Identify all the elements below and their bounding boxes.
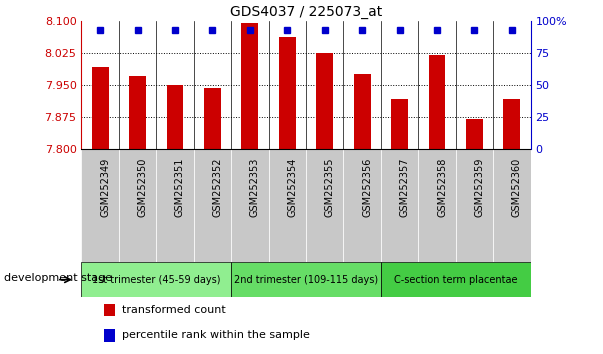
Bar [418, 149, 456, 262]
Bar [493, 149, 531, 262]
Text: 2nd trimester (109-115 days): 2nd trimester (109-115 days) [234, 275, 378, 285]
Text: GSM252359: GSM252359 [475, 158, 484, 217]
Title: GDS4037 / 225073_at: GDS4037 / 225073_at [230, 5, 382, 19]
Bar [354, 74, 371, 149]
Bar [81, 262, 231, 297]
Text: GSM252352: GSM252352 [212, 158, 223, 217]
Text: transformed count: transformed count [122, 305, 226, 315]
Bar [381, 262, 531, 297]
Bar [231, 262, 381, 297]
Bar [231, 149, 268, 262]
Text: GSM252355: GSM252355 [325, 158, 335, 217]
Text: percentile rank within the sample: percentile rank within the sample [122, 330, 310, 340]
Text: GSM252353: GSM252353 [250, 158, 260, 217]
Bar [279, 38, 295, 149]
Bar [129, 76, 146, 149]
Bar [81, 149, 119, 262]
Bar [104, 304, 115, 316]
Bar [466, 119, 483, 149]
Bar [504, 99, 520, 149]
Text: GSM252356: GSM252356 [362, 158, 372, 217]
Text: GSM252360: GSM252360 [512, 158, 522, 217]
Bar [119, 149, 156, 262]
Text: GSM252349: GSM252349 [100, 158, 110, 217]
Bar [166, 85, 183, 149]
Bar [306, 149, 344, 262]
Bar [456, 149, 493, 262]
Bar [391, 99, 408, 149]
Bar [268, 149, 306, 262]
Text: GSM252350: GSM252350 [137, 158, 148, 217]
Text: 1st trimester (45-59 days): 1st trimester (45-59 days) [92, 275, 221, 285]
Bar [92, 67, 109, 149]
Bar [156, 149, 194, 262]
Bar [104, 329, 115, 342]
Bar [241, 23, 258, 149]
Text: GSM252358: GSM252358 [437, 158, 447, 217]
Text: development stage: development stage [4, 273, 112, 283]
Text: C-section term placentae: C-section term placentae [394, 275, 517, 285]
Bar [317, 53, 333, 149]
Bar [429, 55, 446, 149]
Bar [204, 87, 221, 149]
Bar [194, 149, 231, 262]
Bar [344, 149, 381, 262]
Text: GSM252354: GSM252354 [287, 158, 297, 217]
Text: GSM252357: GSM252357 [400, 158, 409, 217]
Bar [381, 149, 418, 262]
Text: GSM252351: GSM252351 [175, 158, 185, 217]
